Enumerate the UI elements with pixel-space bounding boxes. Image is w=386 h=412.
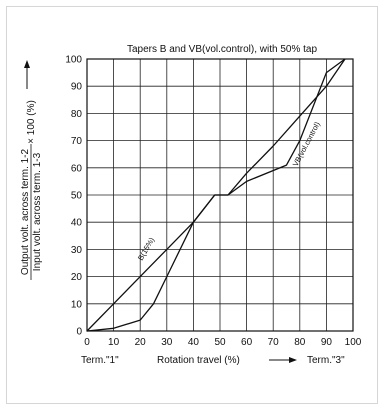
x-tick-label: 70	[268, 337, 280, 348]
x-tick-label: 0	[84, 337, 90, 348]
series-label-vb: VB(vol.control)	[291, 120, 322, 168]
x-tick-label: 60	[241, 337, 253, 348]
y-tick-label: 90	[71, 82, 83, 93]
y-axis-arrow	[24, 60, 30, 89]
x-end-label: Term."3"	[307, 355, 345, 366]
y-tick-label: 70	[71, 136, 83, 147]
x-tick-label: 30	[161, 337, 173, 348]
series-label-b: B(15%)	[136, 235, 157, 262]
taper-chart: 0 10 20 30 40 50 60 70 80 90 100 0 10 20 30 40 50 60 70 80 9…	[20, 44, 362, 366]
chart-title: Tapers B and VB(vol.control), with 50% t…	[127, 44, 318, 55]
plot-border	[86, 58, 354, 332]
y-axis-label-numerator: Output volt. across term. 1-2	[20, 148, 31, 275]
x-start-label: Term."1"	[81, 355, 119, 366]
y-tick-label: 80	[71, 109, 83, 120]
y-axis-label-denominator: Input volt. across term. 1-3	[32, 152, 43, 271]
series-line-vb	[86, 58, 346, 332]
y-tick-label: 50	[71, 191, 83, 202]
x-axis-label: Rotation travel (%)	[157, 355, 240, 366]
y-tick-label: 40	[71, 218, 83, 229]
y-tick-label: 60	[71, 163, 83, 174]
x-tick-label: 80	[294, 337, 306, 348]
x-tick-label: 50	[214, 337, 226, 348]
y-tick-label: 10	[71, 299, 83, 310]
x-tick-label: 100	[345, 337, 362, 348]
y-axis-label-multiplier: × 100 (%)	[26, 100, 37, 144]
y-tick-label: 30	[71, 245, 83, 256]
x-tick-label: 20	[135, 337, 147, 348]
chart-frame: 0 10 20 30 40 50 60 70 80 90 100 0 10 20 30 40 50 60 70 80 9…	[6, 6, 378, 404]
x-tick-label: 40	[188, 337, 200, 348]
y-tick-label: 20	[71, 272, 83, 283]
y-tick-label: 0	[76, 327, 82, 338]
x-tick-label: 90	[321, 337, 333, 348]
y-tick-label: 100	[65, 55, 82, 66]
x-axis-arrow	[269, 357, 297, 363]
x-tick-label: 10	[108, 337, 120, 348]
y-axis-label: Output volt. across term. 1-2 Input volt…	[20, 100, 43, 280]
